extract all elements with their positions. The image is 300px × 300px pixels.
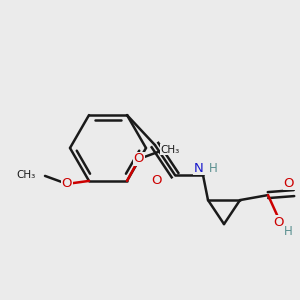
Text: O: O bbox=[134, 152, 144, 165]
Text: CH₃: CH₃ bbox=[17, 170, 36, 180]
Text: O: O bbox=[152, 174, 162, 187]
Text: O: O bbox=[62, 177, 72, 190]
Text: O: O bbox=[284, 177, 294, 190]
Text: H: H bbox=[284, 225, 292, 238]
Text: N: N bbox=[194, 162, 204, 175]
Text: O: O bbox=[273, 216, 283, 229]
Text: CH₃: CH₃ bbox=[160, 145, 180, 155]
Text: H: H bbox=[208, 162, 217, 175]
